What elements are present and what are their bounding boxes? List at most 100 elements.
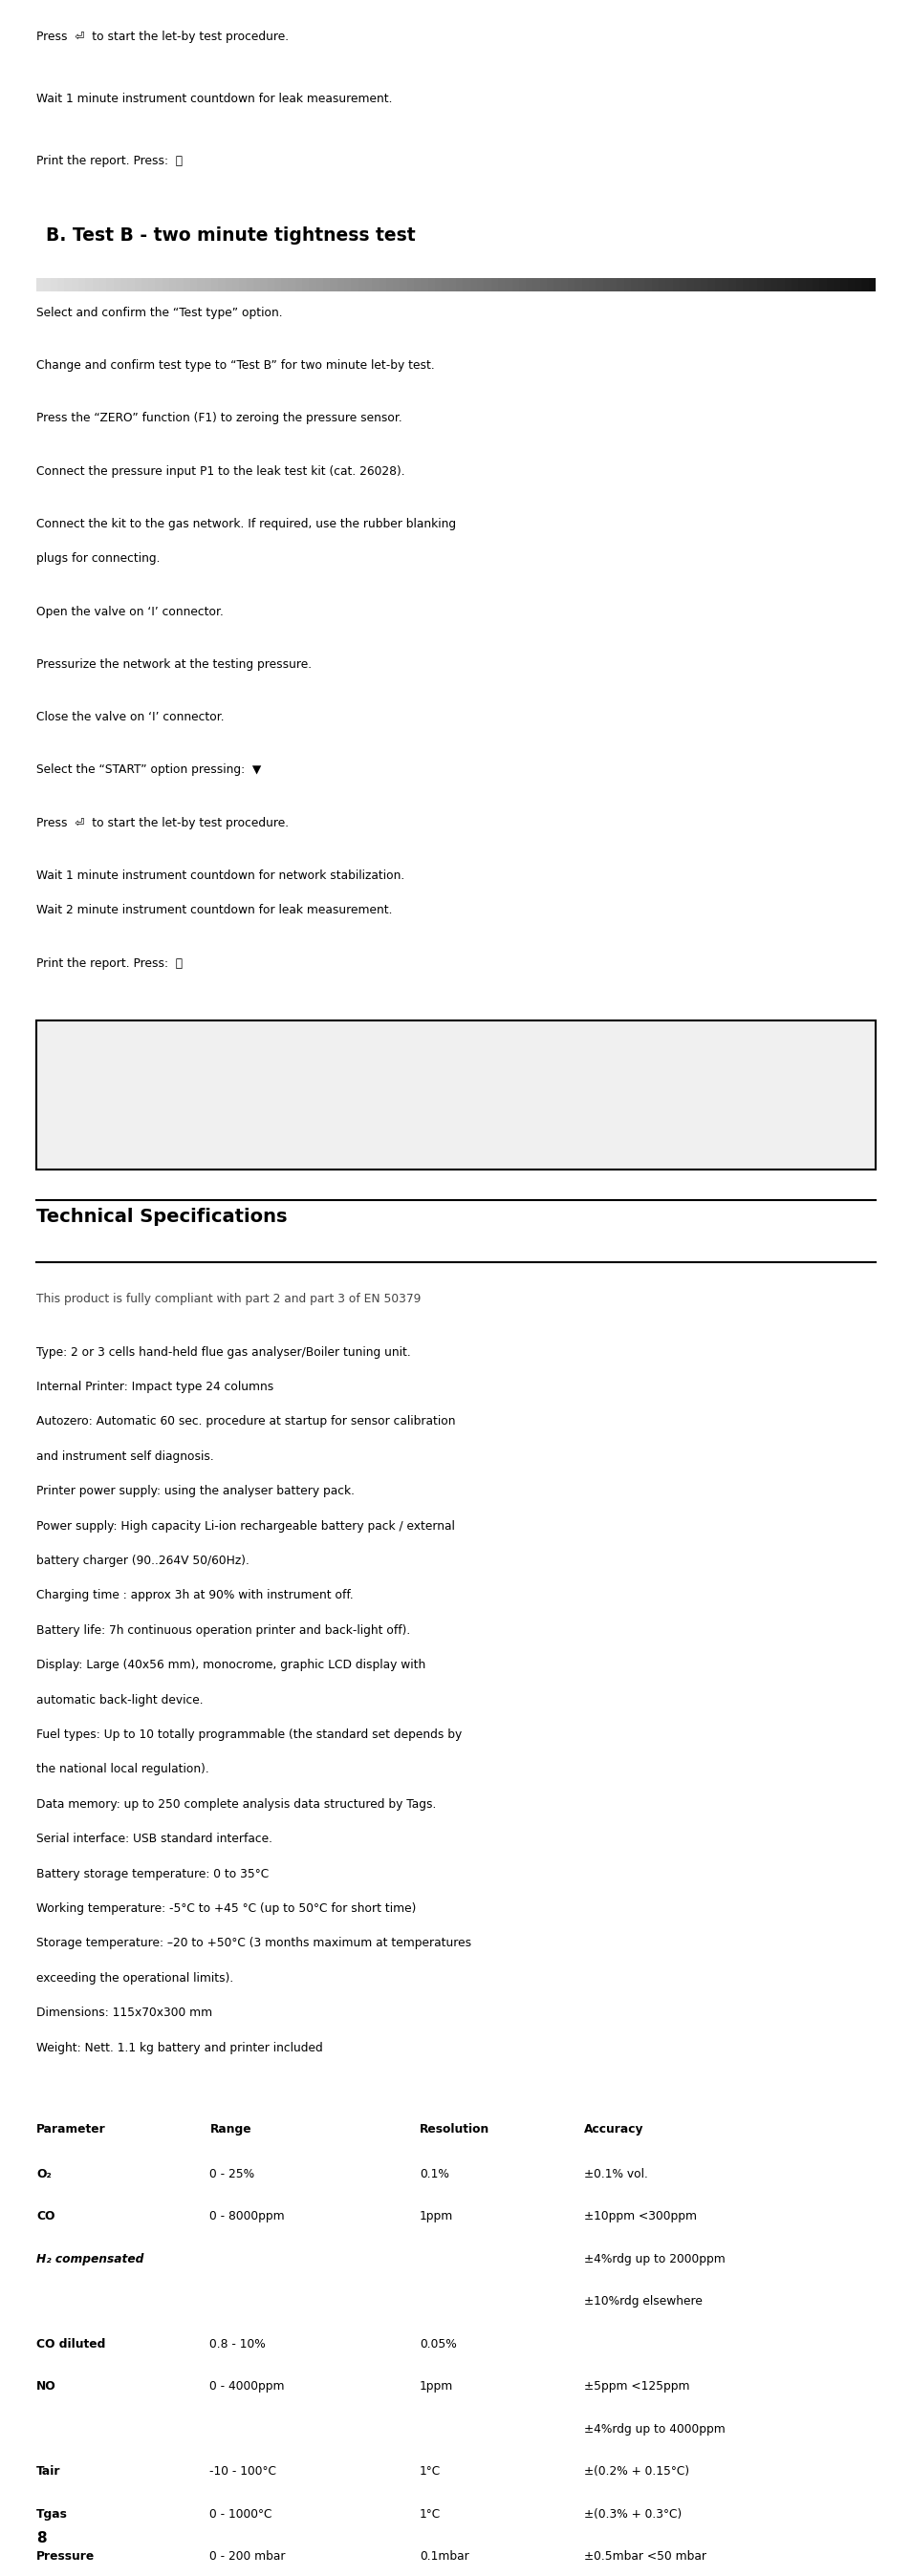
Text: Select and confirm the “Test type” option.: Select and confirm the “Test type” optio… xyxy=(36,307,282,319)
Text: Pressure: Pressure xyxy=(36,2550,95,2563)
Bar xyxy=(302,278,309,291)
Bar xyxy=(343,278,351,291)
Bar xyxy=(281,278,288,291)
Bar xyxy=(700,278,707,291)
Text: 1ppm: 1ppm xyxy=(419,2210,453,2223)
Text: Instruction manual included in the CD-ROM.: Instruction manual included in the CD-RO… xyxy=(327,1115,584,1128)
Bar xyxy=(602,278,609,291)
Text: Battery storage temperature: 0 to 35°C: Battery storage temperature: 0 to 35°C xyxy=(36,1868,269,1880)
Text: Printer power supply: using the analyser battery pack.: Printer power supply: using the analyser… xyxy=(36,1484,354,1497)
Text: 0 - 4000ppm: 0 - 4000ppm xyxy=(210,2380,284,2393)
Bar xyxy=(316,278,322,291)
Text: exceeding the operational limits).: exceeding the operational limits). xyxy=(36,1971,233,1984)
Bar xyxy=(176,278,183,291)
Text: Dimensions: 115x70x300 mm: Dimensions: 115x70x300 mm xyxy=(36,2007,212,2020)
Bar xyxy=(183,278,190,291)
Bar xyxy=(385,278,393,291)
Text: 0 - 200 mbar: 0 - 200 mbar xyxy=(210,2550,285,2563)
Bar xyxy=(337,278,343,291)
Text: Pressurize the network at the testing pressure.: Pressurize the network at the testing pr… xyxy=(36,657,312,670)
Text: Power supply: High capacity Li-ion rechargeable battery pack / external: Power supply: High capacity Li-ion recha… xyxy=(36,1520,455,1533)
Bar xyxy=(623,278,630,291)
Text: 0.1%: 0.1% xyxy=(419,2166,448,2179)
Bar xyxy=(86,278,92,291)
Bar xyxy=(526,278,532,291)
Text: 0.8 - 10%: 0.8 - 10% xyxy=(210,2336,266,2349)
Bar xyxy=(833,278,840,291)
Bar xyxy=(728,278,735,291)
Text: 1°C: 1°C xyxy=(419,2506,440,2519)
Text: Press the “ZERO” function (F1) to zeroing the pressure sensor.: Press the “ZERO” function (F1) to zeroin… xyxy=(36,412,402,425)
Text: Tair: Tair xyxy=(36,2465,61,2478)
Bar xyxy=(442,278,448,291)
Text: NO: NO xyxy=(36,2380,56,2393)
Text: Type: 2 or 3 cells hand-held flue gas analyser/Boiler tuning unit.: Type: 2 or 3 cells hand-held flue gas an… xyxy=(36,1345,411,1358)
Bar xyxy=(721,278,728,291)
Bar xyxy=(679,278,686,291)
Text: Internal Printer: Impact type 24 columns: Internal Printer: Impact type 24 columns xyxy=(36,1381,273,1394)
Bar xyxy=(463,278,469,291)
Bar xyxy=(246,278,253,291)
Bar xyxy=(560,278,568,291)
Bar xyxy=(714,278,721,291)
Text: Connect the pressure input P1 to the leak test kit (cat. 26028).: Connect the pressure input P1 to the lea… xyxy=(36,464,404,477)
Bar xyxy=(71,278,78,291)
Text: 8: 8 xyxy=(36,2530,46,2545)
Text: This product is fully compliant with part 2 and part 3 of EN 50379: This product is fully compliant with par… xyxy=(36,1293,421,1306)
Bar xyxy=(128,278,134,291)
Bar xyxy=(225,278,232,291)
Text: O₂: O₂ xyxy=(36,2166,52,2179)
Text: the national local regulation).: the national local regulation). xyxy=(36,1762,209,1775)
Bar xyxy=(204,278,211,291)
Text: Fuel types: Up to 10 totally programmable (the standard set depends by: Fuel types: Up to 10 totally programmabl… xyxy=(36,1728,462,1741)
Bar xyxy=(414,278,421,291)
Bar xyxy=(749,278,756,291)
Text: 0.1mbar: 0.1mbar xyxy=(419,2550,468,2563)
Text: H₂ compensated: H₂ compensated xyxy=(36,2251,144,2264)
Bar xyxy=(99,278,107,291)
Bar xyxy=(309,278,316,291)
Bar xyxy=(651,278,658,291)
Bar xyxy=(211,278,218,291)
Text: ±0.5mbar <50 mbar: ±0.5mbar <50 mbar xyxy=(583,2550,705,2563)
Bar xyxy=(644,278,651,291)
Bar xyxy=(777,278,783,291)
Bar xyxy=(372,278,379,291)
Text: ±10%rdg elsewhere: ±10%rdg elsewhere xyxy=(583,2295,701,2308)
Bar xyxy=(295,278,302,291)
Text: Wait 2 minute instrument countdown for leak measurement.: Wait 2 minute instrument countdown for l… xyxy=(36,904,392,917)
Bar xyxy=(616,278,623,291)
Bar xyxy=(57,278,65,291)
Text: ±0.1% vol.: ±0.1% vol. xyxy=(583,2166,647,2179)
Text: ±10ppm <300ppm: ±10ppm <300ppm xyxy=(583,2210,696,2223)
Text: ±4%rdg up to 2000ppm: ±4%rdg up to 2000ppm xyxy=(583,2251,724,2264)
Bar xyxy=(155,278,162,291)
FancyBboxPatch shape xyxy=(36,1020,875,1170)
Bar xyxy=(44,278,50,291)
Bar xyxy=(511,278,518,291)
Bar xyxy=(288,278,295,291)
Bar xyxy=(518,278,526,291)
Bar xyxy=(469,278,476,291)
Bar xyxy=(148,278,155,291)
Bar xyxy=(791,278,798,291)
Bar xyxy=(693,278,700,291)
Text: The leak test B countdowns are programmable from keyboard. Read the: The leak test B countdowns are programma… xyxy=(243,1077,668,1090)
Bar xyxy=(798,278,804,291)
Text: Tgas: Tgas xyxy=(36,2506,67,2519)
Bar xyxy=(812,278,819,291)
Bar xyxy=(581,278,589,291)
Text: Technical Specifications: Technical Specifications xyxy=(36,1208,287,1226)
Bar xyxy=(134,278,141,291)
Bar xyxy=(630,278,637,291)
Text: Range: Range xyxy=(210,2123,251,2136)
Bar xyxy=(484,278,490,291)
Bar xyxy=(190,278,197,291)
Bar xyxy=(197,278,204,291)
Bar xyxy=(783,278,791,291)
Bar xyxy=(322,278,330,291)
Text: Press  ⏎  to start the let-by test procedure.: Press ⏎ to start the let-by test procedu… xyxy=(36,817,289,829)
Bar xyxy=(539,278,547,291)
Bar xyxy=(36,278,44,291)
Bar xyxy=(358,278,364,291)
